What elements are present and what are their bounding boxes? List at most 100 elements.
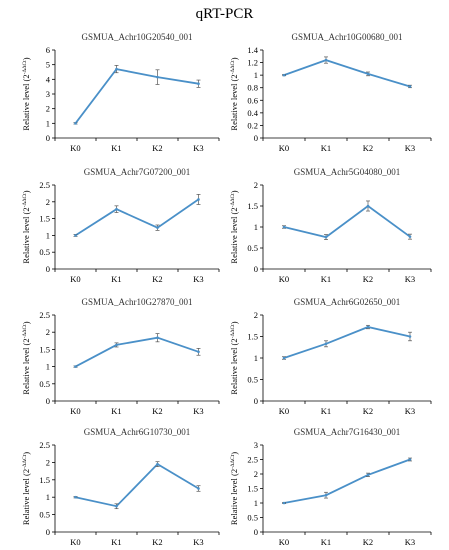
y-tick-label: 4	[46, 74, 51, 84]
series-line	[75, 462, 199, 508]
x-tick-label: K2	[363, 537, 373, 547]
chart-panel: GSMUA_Achr7G07200_001 Relative level (2-Δ…	[21, 167, 220, 284]
x-tick-label: K3	[405, 143, 415, 153]
data-point	[74, 234, 77, 237]
y-tick-label: 1	[46, 230, 50, 240]
data-point	[197, 350, 200, 354]
data-point	[197, 198, 200, 201]
y-tick-label: 1	[46, 118, 50, 128]
x-tick-label: K2	[363, 274, 373, 284]
y-tick-label: 2	[254, 469, 258, 479]
y-tick-label: 0	[254, 133, 258, 143]
chart-panel: GSMUA_Achr7G16430_001 Relative level (2-Δ…	[229, 427, 432, 547]
x-tick-label: K1	[111, 537, 121, 547]
x-tick-label: K1	[321, 274, 331, 284]
panel-title: GSMUA_Achr5G04080_001	[294, 167, 401, 177]
x-tick-label: K3	[193, 537, 203, 547]
y-tick-label: 0.5	[39, 379, 50, 389]
panel-title: GSMUA_Achr10G00680_001	[292, 32, 403, 42]
y-tick-label: 2.5	[39, 180, 50, 190]
x-tick-label: K2	[152, 406, 162, 416]
data-point	[324, 493, 328, 497]
y-tick-label: 1.5	[39, 344, 50, 354]
y-tick-label: 1	[254, 222, 258, 232]
y-tick-label: 1	[46, 492, 50, 502]
y-tick-label: 0	[254, 264, 258, 274]
y-tick-label: 2	[46, 104, 50, 114]
figure-title: qRT-PCR	[195, 6, 254, 22]
y-axis-label: Relative level (2-ΔΔCt)	[21, 190, 31, 263]
data-point	[197, 82, 200, 86]
x-tick-label: K0	[279, 274, 289, 284]
series-line	[75, 336, 199, 368]
data-point	[156, 226, 159, 229]
y-tick-label: 1	[46, 362, 50, 372]
panel-title: GSMUA_Achr7G16430_001	[294, 427, 401, 437]
y-tick-label: 3	[46, 89, 50, 99]
y-tick-label: 2.5	[247, 455, 258, 465]
y-axis-label: Relative level (2-ΔΔCt)	[229, 57, 239, 130]
y-tick-label: 1.5	[39, 214, 50, 224]
x-tick-label: K0	[70, 274, 80, 284]
series-line	[74, 68, 199, 124]
data-point	[74, 122, 77, 125]
y-tick-label: 1.5	[247, 484, 258, 494]
series-line	[283, 326, 411, 359]
data-point	[366, 473, 370, 477]
y-tick-label: 2.5	[39, 310, 50, 320]
y-tick-label: 0.2	[247, 120, 258, 130]
x-tick-label: K1	[111, 274, 121, 284]
y-tick-label: 0	[46, 527, 50, 537]
panel-title: GSMUA_Achr6G10730_001	[84, 427, 191, 437]
series-line	[283, 59, 411, 88]
data-point	[156, 75, 159, 79]
x-tick-label: K0	[279, 406, 289, 416]
data-point	[366, 72, 370, 76]
y-tick-label: 0	[46, 133, 50, 143]
panel-title: GSMUA_Achr10G27870_001	[82, 297, 193, 307]
x-tick-label: K1	[321, 406, 331, 416]
x-tick-label: K1	[321, 143, 331, 153]
y-axis-label: Relative level (2-ΔΔCt)	[21, 321, 31, 394]
x-tick-label: K2	[152, 537, 162, 547]
y-tick-label: 1	[254, 353, 258, 363]
panel-title: GSMUA_Achr10G20540_001	[82, 32, 193, 42]
x-tick-label: K3	[405, 274, 415, 284]
x-tick-label: K0	[70, 537, 80, 547]
y-tick-label: 0.5	[39, 247, 50, 257]
y-tick-label: 0.5	[247, 513, 258, 523]
y-tick-label: 1.5	[247, 201, 258, 211]
x-tick-label: K1	[321, 537, 331, 547]
chart-panel: GSMUA_Achr10G27870_001 Relative level (2-…	[21, 297, 220, 416]
y-tick-label: 6	[46, 45, 50, 55]
x-tick-label: K0	[70, 143, 80, 153]
y-tick-label: 1.5	[39, 475, 50, 485]
y-tick-label: 1.4	[247, 45, 258, 55]
x-tick-label: K3	[193, 406, 203, 416]
x-tick-label: K0	[279, 537, 289, 547]
x-tick-label: K0	[279, 143, 289, 153]
data-point	[74, 495, 77, 499]
y-tick-label: 5	[46, 60, 50, 70]
data-point	[156, 336, 159, 340]
data-point	[115, 207, 118, 211]
data-point	[366, 204, 370, 208]
panel-title: GSMUA_Achr7G07200_001	[84, 167, 191, 177]
data-point	[282, 225, 286, 229]
y-axis-label: Relative level (2-ΔΔCt)	[21, 452, 31, 525]
data-point	[282, 356, 286, 360]
data-point	[156, 462, 159, 466]
x-tick-label: K2	[152, 274, 162, 284]
x-tick-label: K1	[111, 143, 121, 153]
x-tick-label: K2	[152, 143, 162, 153]
y-axis-label: Relative level (2-ΔΔCt)	[229, 190, 239, 263]
y-tick-label: 1.5	[247, 332, 258, 342]
y-tick-label: 0.4	[247, 108, 258, 118]
data-point	[115, 343, 118, 347]
series-line	[75, 198, 200, 237]
data-point	[197, 487, 200, 490]
y-axis-label: Relative level (2-ΔΔCt)	[229, 321, 239, 394]
chart-panel: GSMUA_Achr10G20540_001 Relative level (2-…	[21, 32, 220, 153]
